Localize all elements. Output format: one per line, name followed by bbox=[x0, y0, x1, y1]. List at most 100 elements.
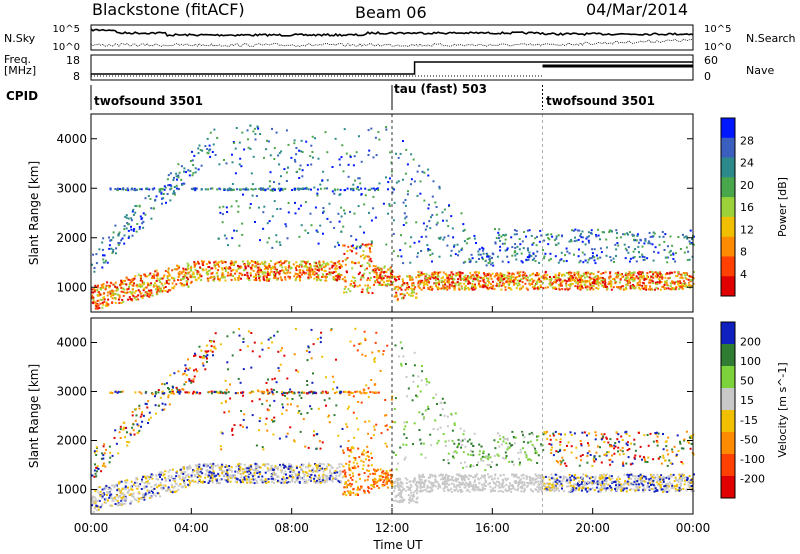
scatter-cell bbox=[483, 284, 486, 287]
scatter-cell bbox=[305, 479, 308, 482]
scatter-cell bbox=[637, 487, 639, 490]
scatter-cell bbox=[96, 289, 99, 292]
scatter-cell bbox=[356, 492, 359, 495]
scatter-cell bbox=[320, 268, 323, 271]
scatter-cell bbox=[140, 295, 143, 298]
scatter-cell bbox=[228, 267, 231, 270]
scatter-cell bbox=[530, 278, 533, 280]
scatter-cell bbox=[562, 273, 565, 276]
scatter-cell bbox=[426, 284, 429, 286]
scatter-cell bbox=[457, 490, 459, 493]
scatter-cell bbox=[260, 478, 263, 481]
scatter-cell bbox=[368, 188, 371, 191]
scatter-cell bbox=[539, 280, 542, 283]
scatter-cell bbox=[107, 499, 109, 502]
scatter-cell bbox=[553, 281, 556, 283]
scatter-cell bbox=[238, 141, 241, 144]
scatter-cell bbox=[156, 277, 159, 280]
scatter-cell bbox=[644, 238, 647, 240]
scatter-cell bbox=[652, 487, 655, 490]
scatter-cell bbox=[596, 257, 599, 260]
scatter-cell bbox=[364, 268, 367, 271]
scatter-cell bbox=[643, 286, 646, 289]
scatter-cell bbox=[110, 282, 113, 285]
scatter-cell bbox=[632, 276, 635, 279]
scatter-cell bbox=[114, 301, 117, 304]
scatter-cell bbox=[338, 220, 341, 223]
scatter-cell bbox=[200, 279, 203, 282]
scatter-cell bbox=[608, 474, 611, 477]
scatter-cell bbox=[374, 470, 377, 473]
scatter-cell bbox=[144, 273, 146, 276]
scatter-cell bbox=[366, 267, 368, 270]
scatter-cell bbox=[669, 271, 672, 274]
scatter-cell bbox=[188, 174, 191, 177]
scatter-cell bbox=[131, 293, 134, 296]
scatter-cell bbox=[499, 245, 502, 248]
scatter-cell bbox=[370, 244, 373, 247]
scatter-cell bbox=[338, 275, 341, 278]
scatter-cell bbox=[474, 287, 477, 290]
scatter-cell bbox=[675, 281, 678, 283]
scatter-cell bbox=[536, 250, 539, 253]
scatter-cell bbox=[473, 284, 476, 287]
scatter-cell bbox=[352, 247, 355, 250]
scatter-cell bbox=[627, 246, 630, 249]
scatter-cell bbox=[498, 228, 501, 231]
scatter-cell bbox=[377, 131, 380, 134]
scatter-cell bbox=[637, 245, 640, 248]
scatter-cell bbox=[449, 277, 452, 280]
scatter-cell bbox=[368, 272, 371, 275]
scatter-cell bbox=[640, 273, 643, 276]
scatter-cell bbox=[602, 231, 605, 234]
scatter-cell bbox=[151, 275, 154, 278]
scatter-cell bbox=[166, 178, 169, 181]
scatter-cell bbox=[203, 481, 206, 483]
scatter-cell bbox=[479, 477, 482, 480]
scatter-cell bbox=[539, 488, 542, 491]
scatter-cell bbox=[526, 288, 529, 291]
scatter-cell bbox=[507, 281, 510, 284]
scatter-cell bbox=[230, 474, 233, 477]
scatter-cell bbox=[650, 473, 652, 476]
scatter-cell bbox=[279, 260, 282, 263]
scatter-cell bbox=[341, 278, 344, 281]
scatter-cell bbox=[285, 260, 288, 263]
scatter-cell bbox=[546, 482, 549, 485]
scatter-cell bbox=[138, 188, 141, 191]
scatter-cell bbox=[128, 283, 131, 286]
scatter-cell bbox=[400, 284, 403, 287]
scatter-cell bbox=[122, 279, 124, 282]
scatter-cell bbox=[171, 282, 174, 285]
scatter-cell bbox=[262, 211, 265, 214]
scatter-cell bbox=[661, 277, 664, 280]
scatter-cell bbox=[679, 282, 682, 284]
scatter-cell bbox=[319, 187, 322, 190]
scatter-cell bbox=[533, 279, 536, 282]
scatter-cell bbox=[416, 170, 419, 173]
scatter-cell bbox=[378, 283, 381, 286]
scatter-cell bbox=[506, 255, 509, 258]
scatter-cell bbox=[434, 276, 437, 279]
scatter-cell bbox=[666, 490, 668, 493]
scatter-cell bbox=[151, 491, 154, 494]
scatter-cell bbox=[657, 484, 660, 487]
scatter-cell bbox=[498, 283, 501, 286]
scatter-cell bbox=[370, 187, 373, 190]
scatter-cell bbox=[241, 233, 244, 236]
scatter-cell bbox=[283, 464, 286, 467]
scatter-cell bbox=[683, 236, 686, 239]
scatter-cell bbox=[488, 272, 491, 275]
scatter-cell bbox=[286, 166, 289, 169]
scatter-cell bbox=[145, 286, 148, 289]
scatter-cell bbox=[105, 301, 108, 304]
scatter-cell bbox=[536, 280, 538, 283]
scatter-cell bbox=[399, 152, 402, 155]
scatter-cell bbox=[300, 263, 303, 266]
scatter-cell bbox=[665, 256, 668, 259]
scatter-cell bbox=[575, 487, 578, 490]
scatter-cell bbox=[308, 269, 311, 272]
scatter-cell bbox=[360, 485, 363, 488]
scatter-cell bbox=[612, 481, 615, 484]
scatter-cell bbox=[316, 188, 319, 191]
